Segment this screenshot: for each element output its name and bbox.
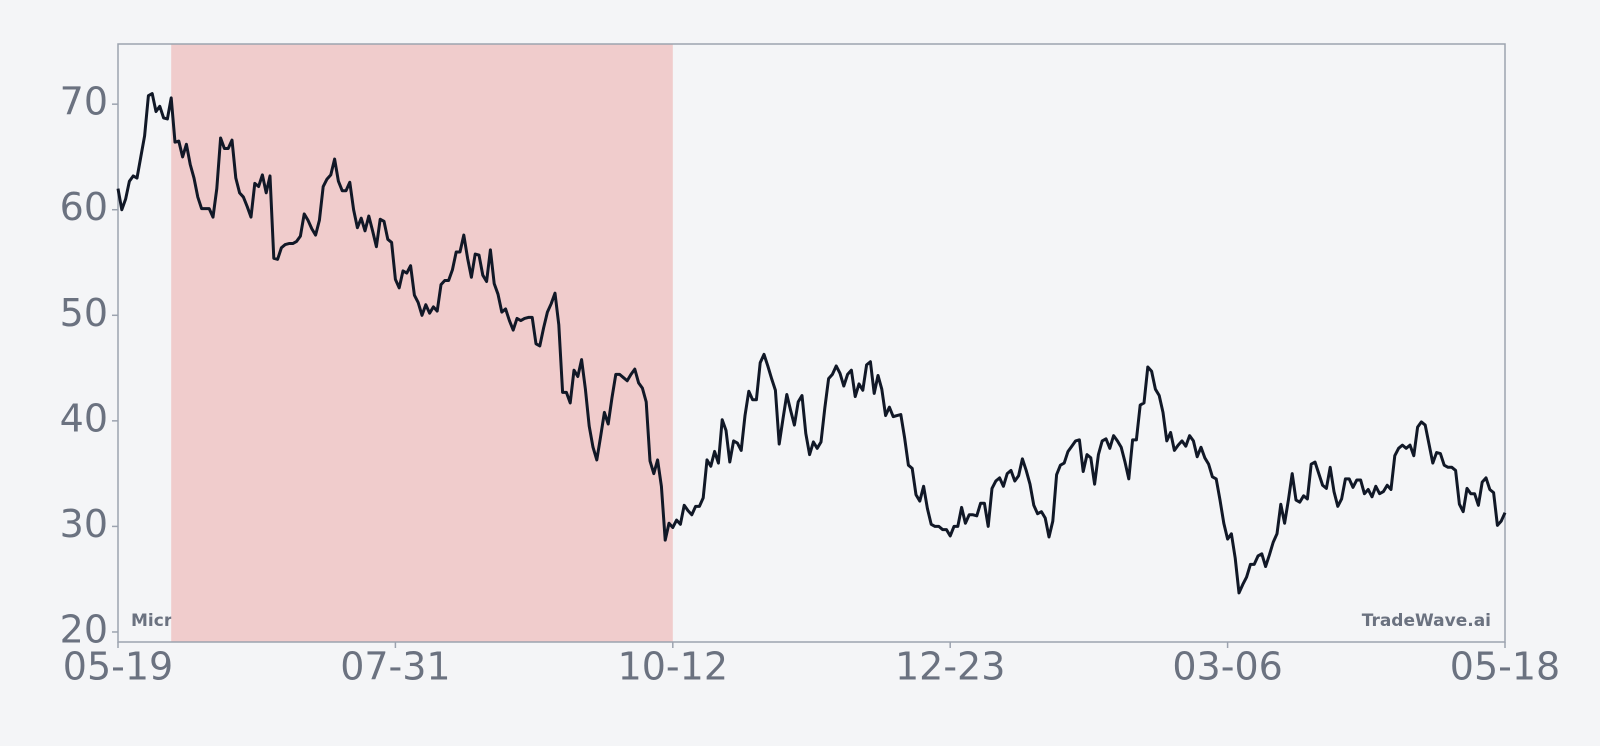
x-tick-label: 05-19 bbox=[63, 645, 173, 689]
x-tick-label: 03-06 bbox=[1172, 645, 1282, 689]
y-tick-label: 60 bbox=[60, 185, 108, 229]
plot-frame bbox=[117, 43, 1506, 643]
y-tick-label: 50 bbox=[60, 291, 108, 335]
price-line bbox=[116, 92, 1507, 595]
y-tick-label: 20 bbox=[60, 607, 108, 651]
x-tick-label: 07-31 bbox=[340, 645, 450, 689]
y-tick-label: 30 bbox=[60, 502, 108, 546]
y-tick-label: 40 bbox=[60, 396, 108, 440]
x-tick-label: 05-18 bbox=[1450, 645, 1560, 689]
x-tick-label: 12-23 bbox=[895, 645, 1005, 689]
x-tick-label: 10-12 bbox=[618, 645, 728, 689]
y-tick-label: 70 bbox=[60, 80, 108, 124]
highlight-band bbox=[171, 44, 673, 642]
right-annotation: TradeWave.ai bbox=[1362, 611, 1491, 631]
